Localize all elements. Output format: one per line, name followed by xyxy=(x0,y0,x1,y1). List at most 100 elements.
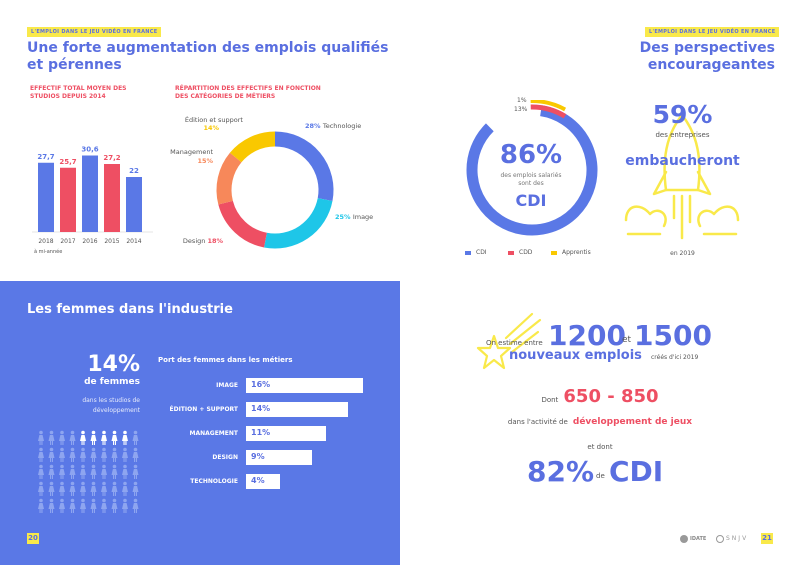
ring-desc-line2: sont des xyxy=(518,180,544,187)
donut-heading-line1: RÉPARTITION DES EFFECTIFS EN FONCTION xyxy=(175,85,321,92)
bar-2014 xyxy=(126,177,142,232)
hbar-label: ÉDITION + SUPPORT xyxy=(169,406,239,413)
hbar-label: MANAGEMENT xyxy=(189,430,239,437)
legend-label-apprentis: Apprentis xyxy=(562,249,591,256)
hbar-value: 14% xyxy=(251,404,271,413)
donut-label-3: Management 15% xyxy=(170,148,213,165)
left-title-line1: Une forte augmentation des emplois quali… xyxy=(27,40,389,56)
contract-ring-chart xyxy=(466,100,598,236)
cdi-pct: 82% xyxy=(527,455,595,488)
person-figure-icon xyxy=(132,447,139,462)
bar-value-label: 22 xyxy=(129,167,139,175)
hbar-value: 9% xyxy=(251,452,265,461)
rocket-icon xyxy=(624,113,740,240)
bar-category-label: 2014 xyxy=(126,238,141,245)
ring-description: des emplois salariés sont des xyxy=(485,172,577,188)
hbar-value: 4% xyxy=(251,476,265,485)
women-desc-line2: développement xyxy=(92,407,140,414)
ring-small-1: 1% xyxy=(517,97,527,104)
bar-2016 xyxy=(82,155,98,232)
bar-value-label: 27,2 xyxy=(103,154,120,162)
person-figure-icon xyxy=(48,430,55,445)
person-figure-icon xyxy=(59,498,65,513)
hbar: 4% xyxy=(246,474,280,489)
person-figure-icon xyxy=(101,464,107,479)
donut-slice-4 xyxy=(229,131,276,163)
bar-footnote: à mi-année xyxy=(34,249,63,255)
staff-bar-chart: 27,7 2018 25,7 2017 30,6 2016 27,2 2015 22 2014 xyxy=(32,146,153,245)
person-figure-icon xyxy=(69,464,76,479)
person-figure-icon xyxy=(38,447,44,462)
person-figure-icon xyxy=(38,464,44,479)
bar-2015 xyxy=(104,164,120,232)
ring-slice-cdd xyxy=(530,104,567,119)
person-figure-icon xyxy=(101,481,107,496)
person-figure-icon xyxy=(101,498,107,513)
women-panel: Les femmes dans l'industrie 14% de femme… xyxy=(0,281,400,565)
person-figure-icon xyxy=(69,481,76,496)
legend-swatch-apprentis xyxy=(551,251,557,255)
women-description: dans les studios de développement xyxy=(40,396,140,416)
donut-label-0: 28% Technologie xyxy=(305,122,361,130)
estimate-suffix: créés d'ici 2019 xyxy=(651,354,699,361)
person-figure-icon xyxy=(59,430,65,445)
women-job-bars: IMAGE 16% ÉDITION + SUPPORT 14% MANAGEMENT 11… xyxy=(0,281,400,565)
person-figure-icon xyxy=(48,464,55,479)
right-page-title: Des perspectives encourageantes xyxy=(639,40,775,73)
bar-chart-heading: EFFECTIF TOTAL MOYEN DES STUDIOS DEPUIS … xyxy=(30,85,127,101)
women-pct-label: de femmes xyxy=(84,377,140,387)
person-figure-icon xyxy=(69,498,76,513)
donut-label-2: Design 18% xyxy=(183,237,224,245)
person-figure-icon xyxy=(80,447,86,462)
hire-year: en 2019 xyxy=(670,250,695,257)
people-pictogram xyxy=(38,430,139,513)
dev-prefix: Dont xyxy=(541,396,559,404)
ring-small-2: 13% xyxy=(514,106,528,113)
donut-slice-2 xyxy=(218,200,268,248)
person-figure-icon xyxy=(111,481,118,496)
woman-figure-icon xyxy=(90,430,97,445)
right-section-tag: L'EMPLOI DANS LE JEU VIDÉO EN FRANCE xyxy=(645,27,780,37)
dev-line2: dans l'activité de développement de jeux xyxy=(480,409,720,428)
ring-slice-cdi xyxy=(466,105,598,236)
right-page-number: 21 xyxy=(761,533,773,544)
donut-slice-1 xyxy=(264,197,333,249)
person-figure-icon xyxy=(132,498,139,513)
person-figure-icon xyxy=(59,464,65,479)
left-section-tag: L'EMPLOI DANS LE JEU VIDÉO EN FRANCE xyxy=(27,27,162,37)
women-desc-line1: dans les studios de xyxy=(82,397,140,404)
bar-heading-line1: EFFECTIF TOTAL MOYEN DES xyxy=(30,85,127,92)
person-figure-icon xyxy=(90,498,97,513)
shooting-star-icon xyxy=(476,312,542,370)
bar-category-label: 2015 xyxy=(104,238,119,245)
left-page-number: 20 xyxy=(27,533,39,544)
bar-2017 xyxy=(60,167,76,232)
person-figure-icon xyxy=(122,447,128,462)
woman-figure-icon xyxy=(111,430,118,445)
person-figure-icon xyxy=(132,430,139,445)
bar-category-label: 2018 xyxy=(38,238,53,245)
person-figure-icon xyxy=(101,447,107,462)
donut-slice-0 xyxy=(274,131,334,201)
ring-desc-line1: des emplois salariés xyxy=(500,172,562,179)
hire-description: des entreprises xyxy=(655,131,710,139)
person-figure-icon xyxy=(90,464,97,479)
person-figure-icon xyxy=(59,447,65,462)
person-figure-icon xyxy=(111,447,118,462)
estimate-and: et xyxy=(622,335,632,345)
legend-label-cdi: CDI xyxy=(476,249,487,256)
donut-label-4: Édition et support 14% xyxy=(185,115,244,132)
person-figure-icon xyxy=(132,481,139,496)
person-figure-icon xyxy=(69,447,76,462)
person-figure-icon xyxy=(122,498,128,513)
hbar-value: 16% xyxy=(251,380,271,389)
women-pct: 14% xyxy=(87,352,140,377)
partner-logos: IDATE SNJV xyxy=(680,533,758,545)
woman-figure-icon xyxy=(101,430,107,445)
bar-value-label: 30,6 xyxy=(81,146,98,154)
bar-value-label: 25,7 xyxy=(59,158,76,166)
ring-big-pct: 86% xyxy=(499,140,563,170)
hire-word: embaucheront xyxy=(625,153,740,169)
person-figure-icon xyxy=(90,481,97,496)
